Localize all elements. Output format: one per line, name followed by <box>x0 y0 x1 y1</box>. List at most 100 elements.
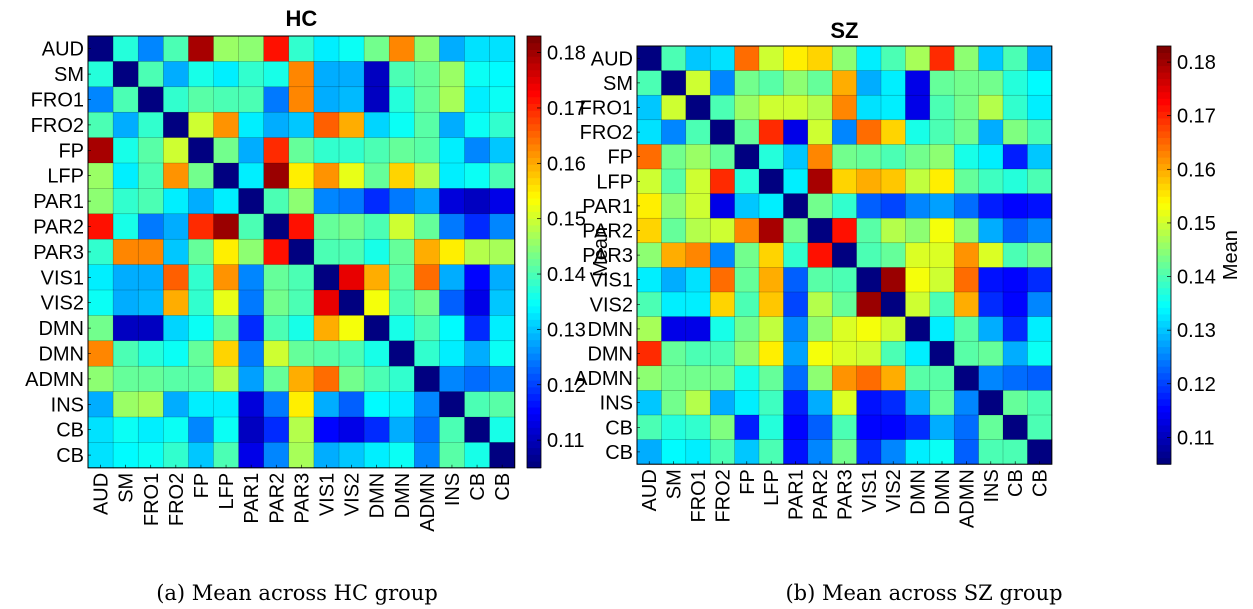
heatmap-cell <box>758 414 784 441</box>
colorbar-step <box>1157 215 1171 223</box>
heatmap-cell <box>758 340 784 367</box>
heatmap-cell <box>313 162 340 189</box>
heatmap-cell <box>439 61 466 88</box>
heatmap-cell <box>288 137 315 164</box>
heatmap-cell <box>734 439 760 465</box>
heatmap-cell <box>87 264 114 291</box>
heatmap-cell <box>636 144 662 170</box>
heatmap-cell <box>709 45 736 72</box>
heatmap-cell <box>905 144 931 170</box>
heatmap-cell <box>137 315 164 342</box>
heatmap-cell <box>112 289 139 316</box>
colorbar-tick-label: 0.13 <box>1177 320 1216 342</box>
colorbar-step <box>1157 150 1171 158</box>
heatmap-cell <box>363 61 390 88</box>
heatmap-cell <box>87 365 114 393</box>
colorbar-step <box>1157 228 1171 236</box>
colorbar-step <box>1157 157 1171 165</box>
heatmap-cell <box>734 390 760 416</box>
heatmap-cell <box>238 188 265 215</box>
heatmap-cell <box>856 168 882 195</box>
heatmap-cell <box>807 144 833 170</box>
heatmap-cell <box>685 217 711 244</box>
heatmap-cell <box>953 119 980 145</box>
heatmap-cell <box>87 188 114 215</box>
colorbar-step <box>527 359 541 368</box>
colorbar-step <box>527 251 541 260</box>
heatmap-cell <box>363 238 390 266</box>
heatmap-cell <box>414 86 440 113</box>
colorbar-step <box>527 440 541 449</box>
y-tick-label: PAR1 <box>33 191 84 213</box>
heatmap-cell <box>137 162 164 189</box>
heatmap-cell <box>213 442 240 469</box>
heatmap-cell <box>213 238 240 266</box>
heatmap-cell <box>929 267 955 293</box>
y-tick-label: VIS2 <box>41 293 84 315</box>
colorbar-step <box>1157 398 1171 406</box>
heatmap-cell <box>783 94 809 121</box>
heatmap-cell <box>288 213 315 240</box>
heatmap-cell <box>464 188 491 215</box>
x-tick-label: SM <box>664 469 686 499</box>
heatmap-cell <box>87 340 114 367</box>
heatmap-cell <box>661 267 687 293</box>
y-tick-label: ADMN <box>574 368 633 390</box>
heatmap-cell <box>856 316 882 342</box>
heatmap-cell <box>112 442 139 469</box>
heatmap-cell <box>363 391 390 418</box>
heatmap-cell <box>464 315 491 342</box>
heatmap-cell <box>807 291 833 318</box>
colorbar-step <box>527 89 541 98</box>
heatmap-cell <box>807 94 833 121</box>
heatmap-cell <box>685 316 711 342</box>
x-tick-label: FP <box>737 469 759 495</box>
heatmap-cell <box>953 144 980 170</box>
colorbar-step <box>1157 451 1171 459</box>
heatmap-cell <box>685 439 711 465</box>
heatmap-cell <box>709 390 736 416</box>
colorbar-tick-label: 0.14 <box>1177 267 1216 289</box>
colorbar-step <box>527 83 541 91</box>
heatmap-cell <box>338 86 365 113</box>
x-tick-label: DMN <box>392 473 414 519</box>
heatmap-cell <box>880 414 906 441</box>
heatmap-cell <box>338 289 365 316</box>
heatmap-cell <box>313 416 340 443</box>
heatmap-cell <box>953 340 980 367</box>
heatmap-cell <box>363 340 390 367</box>
heatmap-cell <box>831 45 858 72</box>
heatmap-cell <box>758 217 784 244</box>
colorbar-step <box>1157 111 1171 119</box>
heatmap-cell <box>338 61 365 88</box>
heatmap-cell <box>929 291 955 318</box>
heatmap-cell <box>238 391 265 418</box>
colorbar-step <box>1157 222 1171 230</box>
heatmap-cell <box>807 390 833 416</box>
heatmap-cell <box>661 119 687 145</box>
colorbar-label: Mean <box>590 227 612 277</box>
heatmap-cell <box>263 137 290 164</box>
heatmap-cell <box>213 188 240 215</box>
heatmap-cell <box>831 242 858 268</box>
heatmap-cell <box>263 111 290 139</box>
heatmap-cell <box>1027 45 1053 72</box>
heatmap-cell <box>313 365 340 393</box>
heatmap-cell <box>831 119 858 145</box>
heatmap-cell <box>905 414 931 441</box>
heatmap-cell <box>414 442 440 469</box>
heatmap-cell <box>263 35 290 62</box>
x-tick-label: FRO1 <box>688 469 710 522</box>
colorbar-step <box>1157 248 1171 256</box>
heatmap-cell <box>734 217 760 244</box>
heatmap-cell <box>388 391 415 418</box>
x-tick-label: FRO2 <box>712 469 734 522</box>
heatmap-cell <box>439 111 466 139</box>
colorbar-tick-label: 0.16 <box>547 153 586 175</box>
heatmap-cell <box>388 315 415 342</box>
heatmap-cell <box>831 267 858 293</box>
heatmap-cell <box>905 193 931 219</box>
heatmap-cell <box>313 213 340 240</box>
heatmap-cell <box>661 291 687 318</box>
colorbar-step <box>1157 346 1171 354</box>
